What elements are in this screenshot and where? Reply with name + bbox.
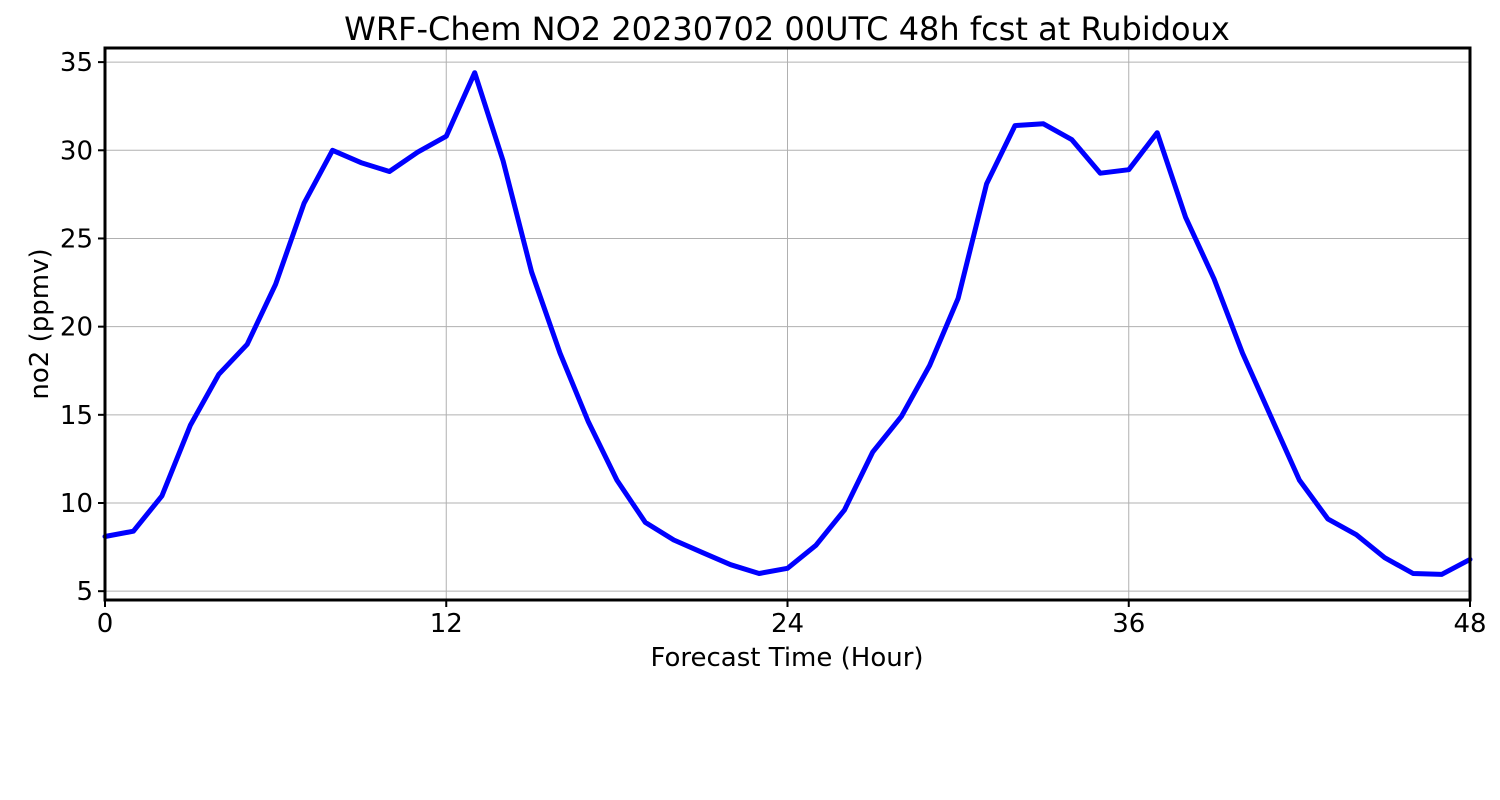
x-tick-label: 36 [1112, 609, 1145, 639]
chart-title: WRF-Chem NO2 20230702 00UTC 48h fcst at … [344, 10, 1230, 48]
y-tick-label: 10 [60, 489, 93, 519]
x-tick-label: 12 [430, 609, 463, 639]
y-axis-label: no2 (ppmv) [25, 248, 55, 399]
x-tick-label: 24 [771, 609, 804, 639]
axis-ticks: 0 12 24 36 48 5 10 15 20 25 30 35 [60, 48, 1487, 639]
y-tick-label: 25 [60, 224, 93, 254]
y-tick-label: 20 [60, 313, 93, 343]
x-axis-label: Forecast Time (Hour) [650, 643, 923, 673]
y-tick-label: 5 [76, 577, 93, 607]
x-tick-label: 48 [1453, 609, 1486, 639]
y-tick-label: 35 [60, 48, 93, 78]
y-tick-label: 30 [60, 136, 93, 166]
series-layer [102, 70, 1473, 577]
x-tick-label: 0 [97, 609, 114, 639]
no2-series-line [102, 70, 1473, 577]
grid-lines [104, 48, 1471, 600]
y-tick-label: 15 [60, 401, 93, 431]
